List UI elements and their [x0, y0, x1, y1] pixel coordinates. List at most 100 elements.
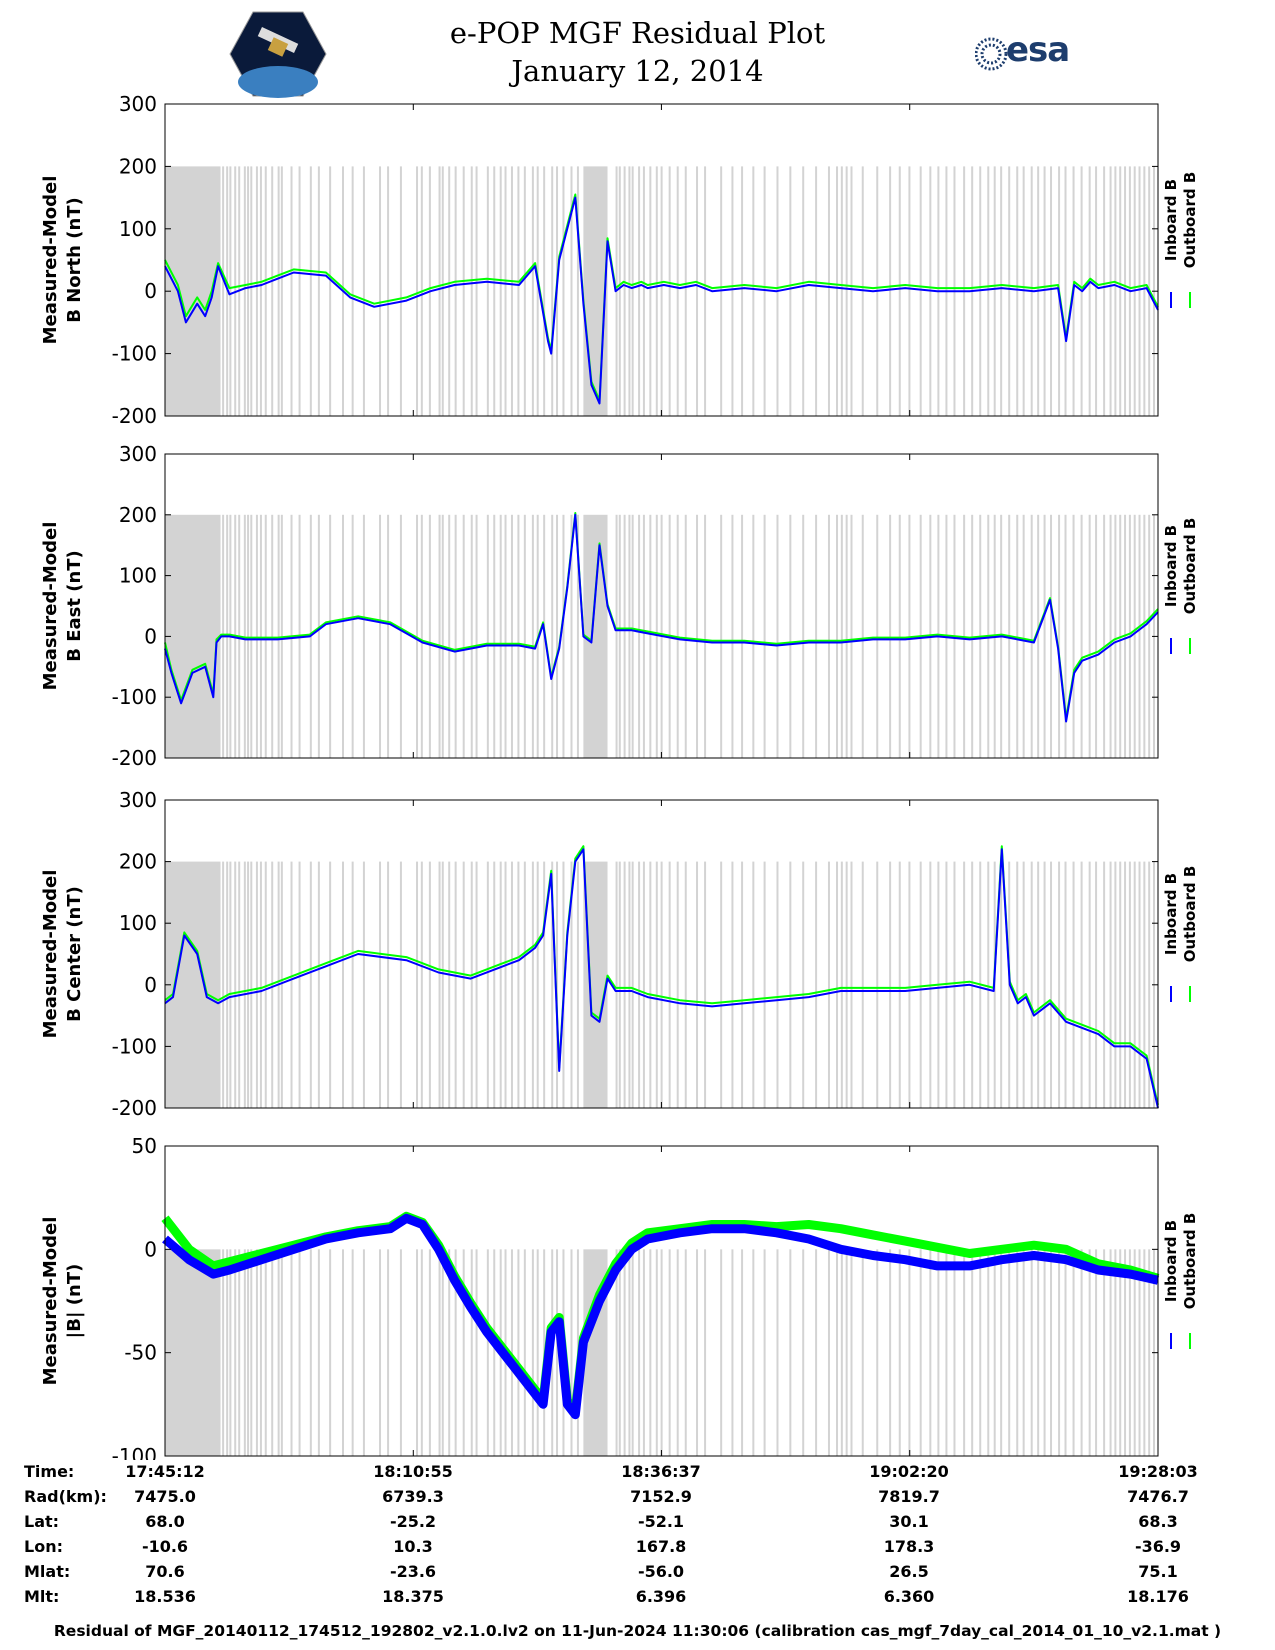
gap-stripe — [618, 514, 621, 758]
gap-stripe — [362, 861, 365, 1108]
gap-stripe — [684, 514, 687, 758]
gap-stripe — [462, 514, 465, 758]
gap-stripe — [1050, 861, 1053, 1108]
gap-stripe — [543, 166, 546, 416]
gap-stripe — [615, 514, 618, 758]
panel-b-east: -200 -100 0 100 200 300 Measured-Model B East (… — [40, 442, 1199, 770]
gap-stripe — [987, 1249, 990, 1456]
gap-stripe — [615, 1249, 618, 1456]
gap-stripe — [752, 514, 755, 758]
y-axis-label: Measured-Model — [40, 870, 61, 1039]
gap-stripe — [731, 1249, 734, 1456]
gap-stripe — [1058, 514, 1061, 758]
info-cell: -52.1 — [637, 1512, 685, 1531]
gap-stripe — [628, 1249, 631, 1456]
gap-stripe — [861, 861, 864, 1108]
gap-stripe — [264, 1249, 267, 1456]
gap-stripe — [247, 861, 250, 1108]
gap-stripe — [351, 166, 354, 416]
gap-stripe — [504, 861, 507, 1108]
gap-stripe — [919, 166, 922, 416]
gap-stripe — [815, 514, 818, 758]
gap-stripe — [234, 1249, 237, 1456]
info-cell: 68.0 — [145, 1512, 185, 1531]
gap-stripe — [556, 514, 559, 758]
gap-stripe — [570, 166, 573, 416]
gap-stripe — [668, 1249, 671, 1456]
gap-stripe — [1030, 1249, 1033, 1456]
gap-stripe — [1109, 861, 1112, 1108]
gap-stripe — [470, 861, 473, 1108]
info-cell: 70.6 — [145, 1562, 185, 1581]
gap-stripe — [631, 514, 634, 758]
gap-stripe — [1138, 514, 1141, 758]
gap-stripe — [704, 166, 707, 416]
gap-stripe — [470, 1249, 473, 1456]
gap-stripe — [1148, 861, 1151, 1108]
gap-stripe — [499, 166, 502, 416]
gap-stripe — [655, 861, 658, 1108]
gap-stripe — [1128, 861, 1131, 1108]
gap-stripe — [1008, 1249, 1011, 1456]
gap-stripe — [628, 861, 631, 1108]
gap-stripe — [1143, 1249, 1146, 1456]
gap-stripe — [454, 861, 457, 1108]
gap-stripe — [462, 1249, 465, 1456]
gap-stripe — [493, 166, 496, 416]
gap-stripe — [531, 166, 534, 416]
gap-stripe — [250, 166, 253, 416]
gap-stripe — [1022, 1249, 1025, 1456]
gap-stripe — [1138, 166, 1141, 416]
gap-stripe — [510, 166, 513, 416]
gap-stripe — [815, 861, 818, 1108]
gap-stripe — [1088, 166, 1091, 416]
gap-stripe — [475, 861, 478, 1108]
gap-stripe — [1064, 514, 1067, 758]
gap-stripe — [387, 1249, 390, 1456]
gap-stripe — [222, 861, 225, 1108]
gap-stripe — [642, 861, 645, 1108]
gap-stripe — [1109, 1249, 1112, 1456]
gap-stripe — [1095, 1249, 1098, 1456]
gap-stripe — [1138, 861, 1141, 1108]
gap-stripe — [631, 1249, 634, 1456]
gap-stripe — [840, 166, 843, 416]
gap-stripe — [850, 1249, 853, 1456]
gap-stripe — [889, 1249, 892, 1456]
gap-stripe — [523, 1249, 526, 1456]
gap-stripe — [802, 861, 805, 1108]
gap-stripe — [298, 1249, 301, 1456]
gap-stripe — [720, 861, 723, 1108]
gap-stripe — [259, 1249, 262, 1456]
series-line-inboard — [162, 1213, 1159, 1420]
gap-stripe — [815, 166, 818, 416]
y-axis-label-units: B East (nT) — [64, 550, 85, 662]
gap-stripe — [329, 1249, 332, 1456]
gap-stripe — [623, 166, 626, 416]
gap-stripe — [731, 166, 734, 416]
gap-stripe — [570, 1249, 573, 1456]
gap-stripe — [908, 1249, 911, 1456]
gap-stripe — [752, 166, 755, 416]
gap-stripe — [570, 861, 573, 1108]
gap-stripe — [255, 514, 258, 758]
y-tick-label: -100 — [112, 1444, 157, 1460]
gap-stripe — [861, 514, 864, 758]
gap-stripe — [1022, 861, 1025, 1108]
gap-stripe — [642, 166, 645, 416]
gap-stripe — [1058, 861, 1061, 1108]
gap-stripe — [741, 166, 744, 416]
y-tick-label: 0 — [144, 279, 157, 303]
gap-stripe — [486, 514, 489, 758]
gap-stripe — [1000, 1249, 1003, 1456]
y-tick-label: 0 — [144, 1237, 157, 1261]
gap-stripe — [243, 861, 246, 1108]
gap-stripe — [454, 166, 457, 416]
gap-stripe — [226, 1249, 229, 1456]
gap-stripe — [908, 861, 911, 1108]
gap-stripe — [1030, 861, 1033, 1108]
gap-stripe — [551, 861, 554, 1108]
gap-stripe — [1088, 1249, 1091, 1456]
gap-stripe — [1148, 1249, 1151, 1456]
gap-stripe — [1095, 861, 1098, 1108]
